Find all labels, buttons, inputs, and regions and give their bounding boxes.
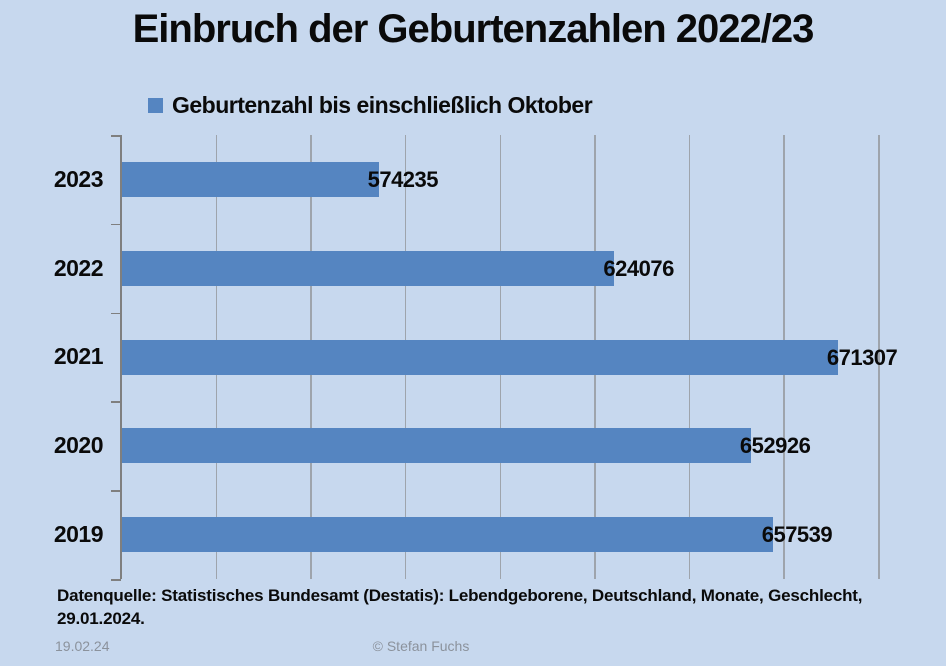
axis-tick: [111, 135, 121, 137]
source-note: Datenquelle: Statistisches Bundesamt (De…: [57, 584, 917, 630]
category-label: 2023: [53, 165, 104, 192]
y-axis-line: [120, 135, 122, 579]
legend-color-swatch-icon: [148, 97, 163, 113]
category-label: 2020: [53, 432, 104, 459]
source-note-line-1: Datenquelle: Statistisches Bundesamt (De…: [57, 586, 863, 605]
chart-title: Einbruch der Geburtenzahlen 2022/23: [132, 7, 815, 51]
category-axis: 2023 2022 2021 2020 2019: [25, 135, 104, 579]
axis-tick: [111, 490, 121, 492]
value-label: 624076: [603, 255, 674, 281]
category-label: 2021: [53, 343, 104, 370]
value-label: 652926: [739, 433, 811, 459]
legend: Geburtenzahl bis einschließlich Oktober: [148, 90, 593, 120]
category-label: 2019: [53, 521, 104, 548]
bar: [122, 250, 615, 286]
value-label: 671307: [826, 344, 898, 370]
category-label: 2022: [53, 254, 104, 281]
gridline: [878, 135, 880, 579]
footer-credit: © Stefan Fuchs: [372, 638, 470, 654]
bar: [122, 517, 773, 553]
axis-tick: [111, 401, 121, 403]
axis-tick: [111, 223, 121, 226]
value-label: 657539: [761, 522, 833, 548]
plot-area: 574235 624076 671307 652926 657539: [111, 135, 898, 581]
bar: [122, 428, 751, 464]
value-label: 574235: [367, 166, 439, 192]
bar: [122, 161, 379, 197]
legend-label: Geburtenzahl bis einschließlich Oktober: [172, 91, 593, 118]
footer-date: 19.02.24: [55, 638, 110, 654]
axis-tick: [111, 312, 121, 315]
source-note-line-2: 29.01.2024.: [57, 609, 145, 628]
bar: [122, 339, 838, 375]
axis-tick: [111, 579, 121, 581]
